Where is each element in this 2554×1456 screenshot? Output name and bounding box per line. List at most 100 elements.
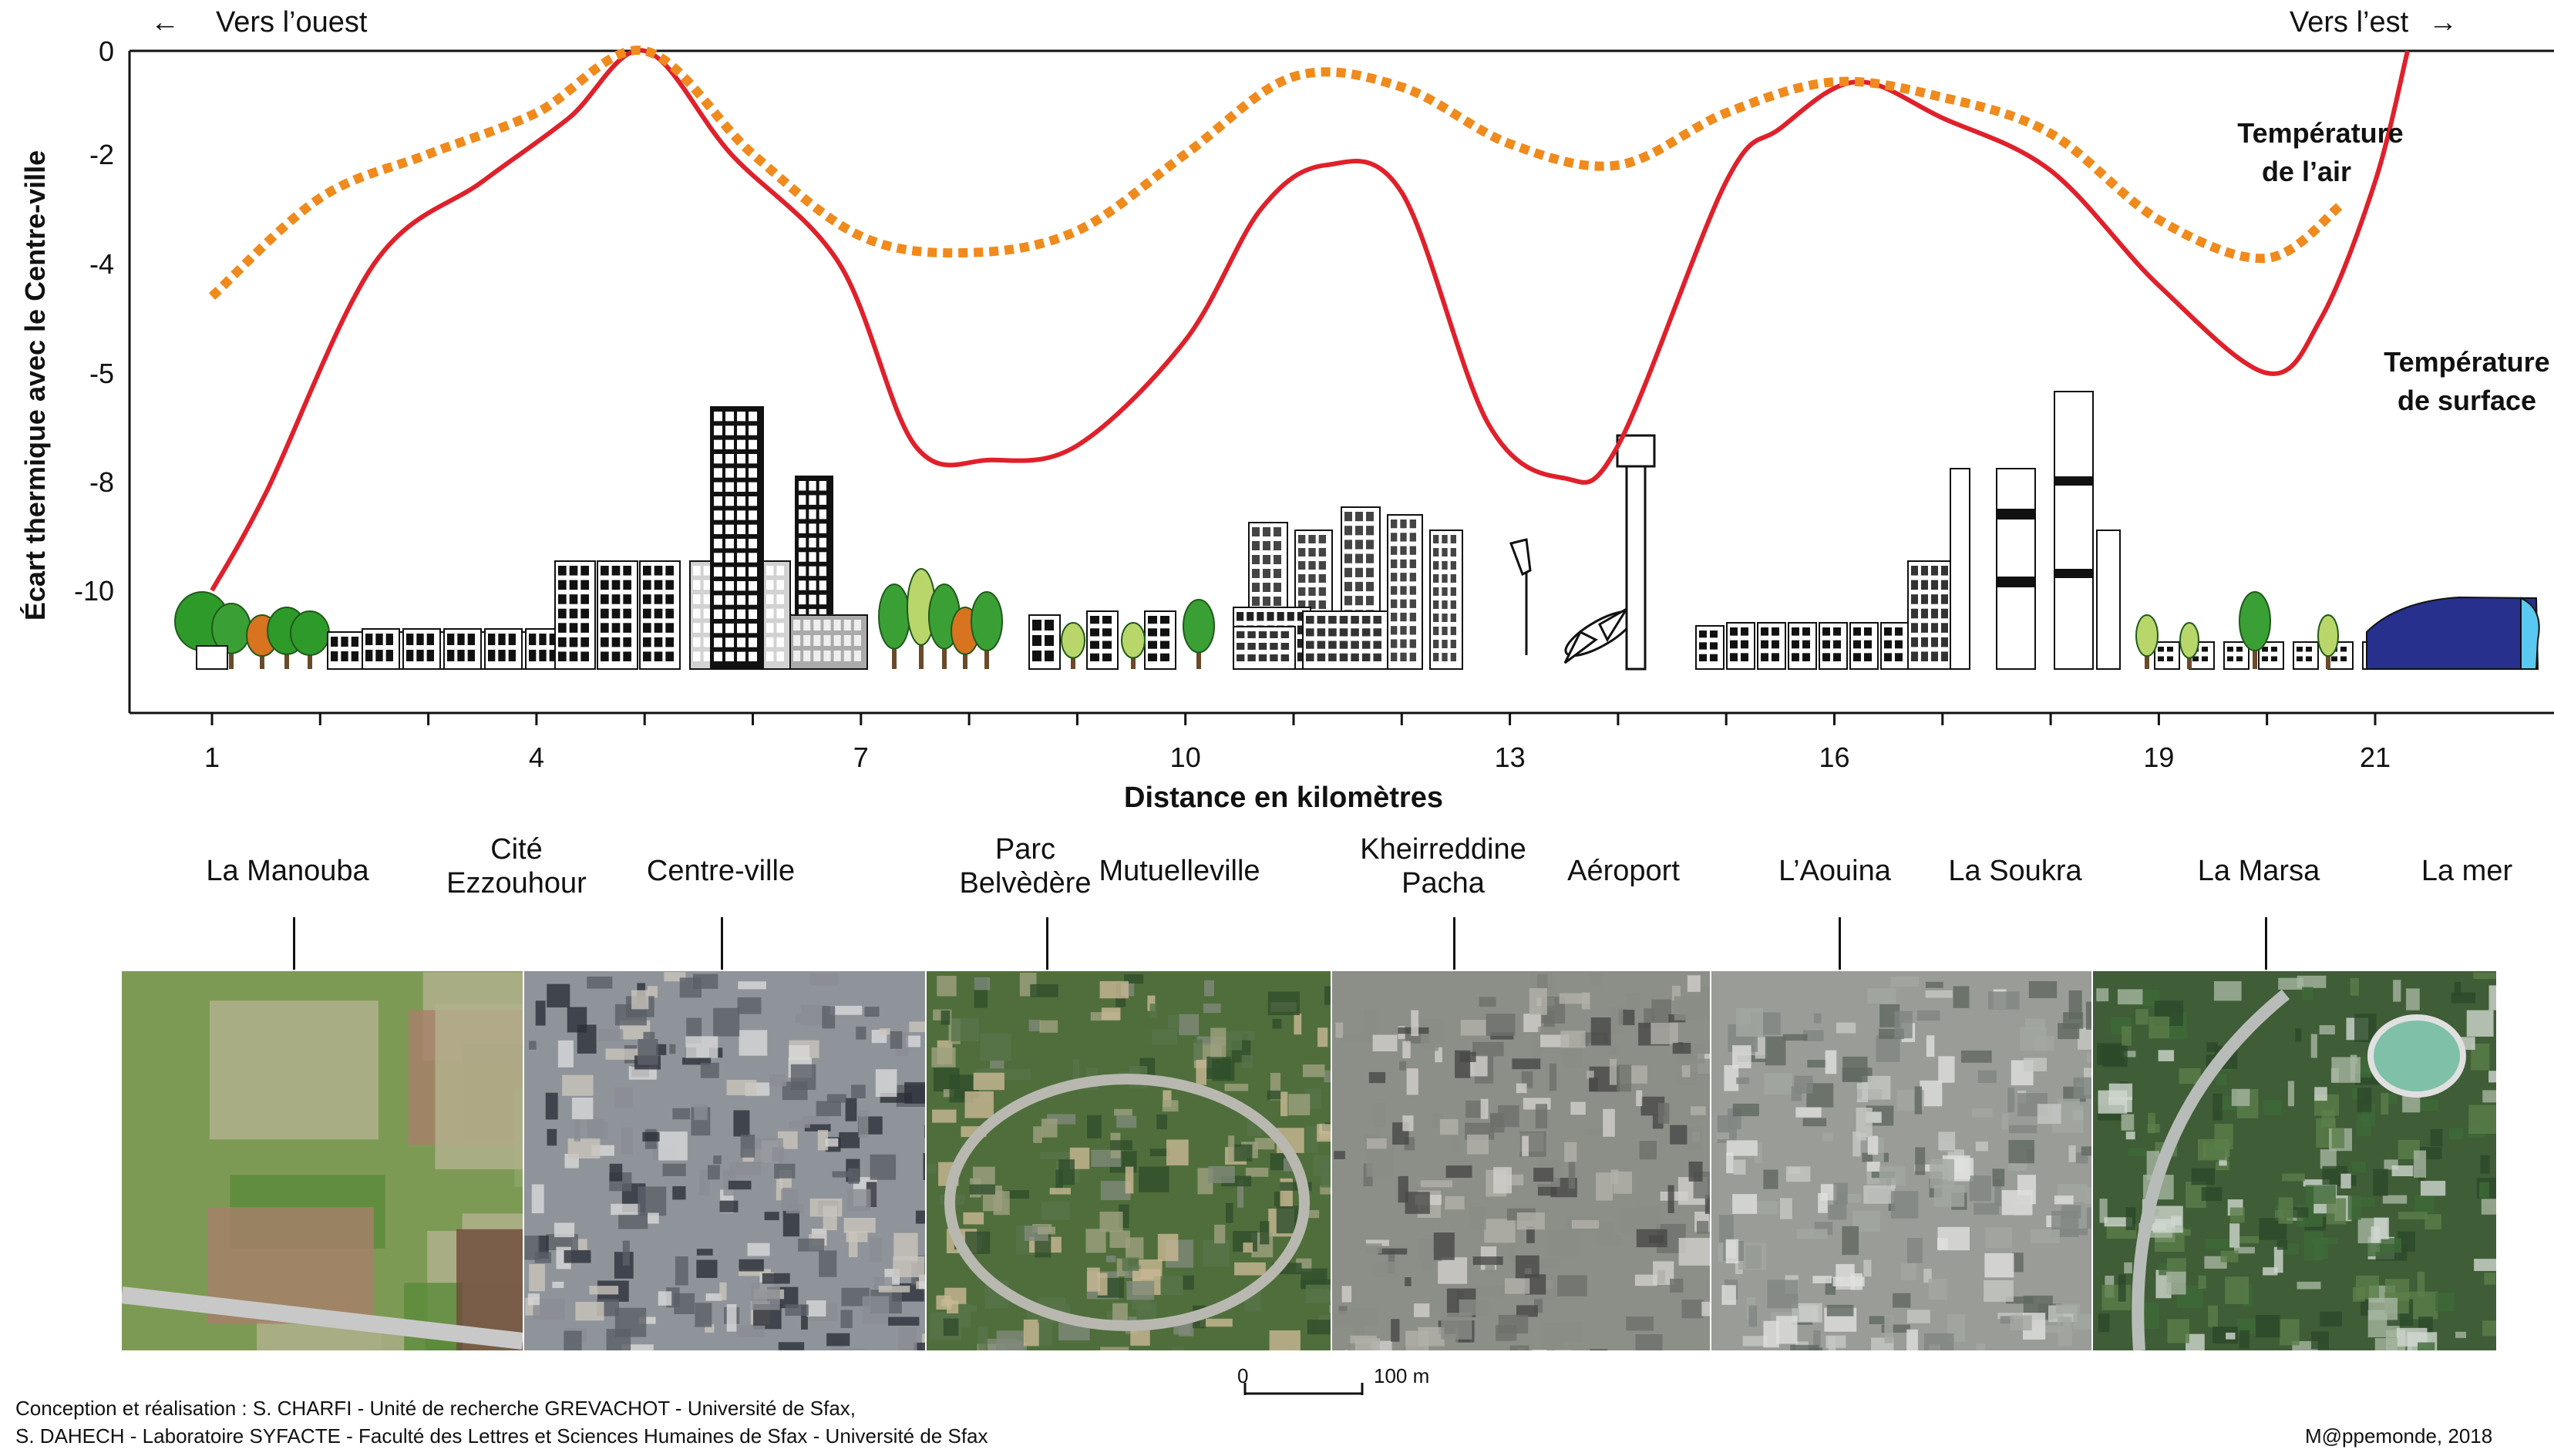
building-icon bbox=[597, 560, 638, 670]
photo-texture bbox=[924, 1125, 925, 1138]
photo-texture bbox=[638, 1316, 656, 1324]
photo-texture bbox=[1651, 1022, 1678, 1044]
photo-texture bbox=[2430, 1128, 2443, 1147]
photo-texture bbox=[826, 1094, 846, 1103]
photo-texture bbox=[531, 1184, 544, 1214]
photo-texture bbox=[658, 1291, 672, 1306]
photo-texture bbox=[1493, 1167, 1512, 1194]
photo-texture bbox=[2098, 1313, 2110, 1333]
building-icon bbox=[1387, 514, 1423, 670]
photo-texture bbox=[2001, 1113, 2009, 1130]
tower-band bbox=[2054, 569, 2093, 578]
photo-texture bbox=[2484, 1273, 2496, 1285]
photo-texture bbox=[1085, 1229, 1106, 1253]
photo-texture bbox=[2239, 1236, 2260, 1244]
photo-texture bbox=[2216, 1073, 2227, 1085]
photo-texture bbox=[614, 1087, 633, 1108]
photo-texture bbox=[2302, 987, 2313, 1000]
photo-texture bbox=[658, 1132, 688, 1161]
photo-texture bbox=[1280, 1091, 1288, 1117]
photo-texture bbox=[557, 1040, 574, 1068]
photo-texture bbox=[705, 1293, 722, 1301]
photo-texture bbox=[1183, 1275, 1194, 1290]
photo-texture bbox=[795, 1013, 803, 1024]
photo-texture bbox=[564, 1250, 591, 1263]
photo-texture bbox=[1923, 1269, 1932, 1283]
x-tick-label: 4 bbox=[529, 741, 544, 773]
location-leader-line bbox=[2265, 917, 2267, 970]
photo-texture bbox=[1916, 1010, 1940, 1021]
house-icon bbox=[196, 645, 228, 670]
tree-icon bbox=[2179, 622, 2199, 669]
photo-texture bbox=[1674, 996, 1704, 1021]
location-label: Aéroport bbox=[1500, 854, 1747, 888]
photo-texture bbox=[740, 1134, 755, 1158]
building-icon bbox=[362, 628, 400, 670]
photo-texture bbox=[700, 1062, 719, 1078]
photo-texture bbox=[2310, 1034, 2317, 1058]
photo-texture bbox=[1992, 1168, 2005, 1187]
photo-texture bbox=[1969, 1175, 1991, 1202]
photo-texture bbox=[1596, 1172, 1613, 1201]
photo-texture bbox=[1915, 1147, 1926, 1175]
photo-texture bbox=[2239, 1330, 2249, 1349]
photo-texture bbox=[1846, 1193, 1862, 1203]
photo-texture bbox=[1571, 1219, 1600, 1229]
photo-texture bbox=[2167, 1319, 2189, 1343]
photo-texture bbox=[1549, 1063, 1557, 1091]
photo-texture bbox=[1559, 993, 1590, 1004]
photo-texture bbox=[943, 1318, 959, 1337]
photo-texture bbox=[2149, 1016, 2170, 1039]
photo-texture bbox=[564, 1330, 582, 1350]
photo-texture bbox=[1210, 1027, 1227, 1058]
photo-texture bbox=[2135, 1009, 2149, 1025]
photo-texture bbox=[1363, 1010, 1377, 1039]
photo-texture bbox=[937, 975, 957, 997]
photo-texture bbox=[1818, 1192, 1828, 1213]
photo-texture bbox=[705, 1323, 715, 1333]
series-line-surface-temperature bbox=[210, 48, 2411, 592]
photo-texture bbox=[845, 1098, 857, 1121]
photo-texture bbox=[1525, 1268, 1532, 1275]
photo-texture bbox=[2068, 990, 2082, 1020]
photo-texture bbox=[1122, 1257, 1139, 1271]
photo-texture bbox=[1072, 1059, 1079, 1081]
photo-texture bbox=[2118, 1274, 2126, 1302]
photo-texture bbox=[2078, 1027, 2091, 1050]
photo-texture bbox=[1813, 1330, 1821, 1347]
photo-texture bbox=[1101, 1007, 1121, 1021]
photo-texture bbox=[1406, 1068, 1418, 1095]
photo-texture bbox=[1721, 1285, 1736, 1305]
photo-texture bbox=[1608, 1006, 1624, 1034]
photo-texture bbox=[990, 1060, 1004, 1069]
photo-texture bbox=[2117, 989, 2143, 1005]
photo-texture bbox=[747, 1242, 770, 1256]
photo-texture bbox=[1725, 1239, 1739, 1264]
photo-texture bbox=[1486, 1014, 1516, 1036]
control-tower-icon bbox=[1616, 434, 1656, 671]
photo-texture bbox=[858, 1110, 869, 1138]
photo-texture bbox=[1890, 976, 1920, 987]
location-label-line: Mutuelleville bbox=[1099, 855, 1260, 887]
tree-icon bbox=[1183, 599, 1215, 669]
photo-texture bbox=[1526, 1226, 1535, 1243]
photo-texture bbox=[1822, 1132, 1833, 1142]
photo-texture bbox=[1901, 1263, 1916, 1280]
building-icon bbox=[1144, 610, 1176, 670]
photo-texture bbox=[1224, 1084, 1249, 1091]
photo-texture bbox=[848, 1168, 860, 1184]
photo-texture bbox=[1825, 1335, 1846, 1348]
building-icon bbox=[1757, 622, 1786, 670]
photo-texture bbox=[2398, 1212, 2428, 1219]
location-label-line: Cité bbox=[490, 833, 543, 866]
photo-texture bbox=[1876, 1035, 1900, 1062]
photo-texture bbox=[2282, 1173, 2305, 1182]
photo-texture bbox=[1004, 1190, 1029, 1199]
photo-texture bbox=[1327, 1027, 1331, 1049]
photo-texture bbox=[785, 1304, 809, 1316]
photo-texture bbox=[1636, 1229, 1667, 1248]
photo-texture bbox=[840, 1310, 853, 1328]
location-leader-line bbox=[293, 917, 295, 970]
photo-texture bbox=[638, 1186, 667, 1216]
photo-texture bbox=[1399, 1061, 1407, 1071]
